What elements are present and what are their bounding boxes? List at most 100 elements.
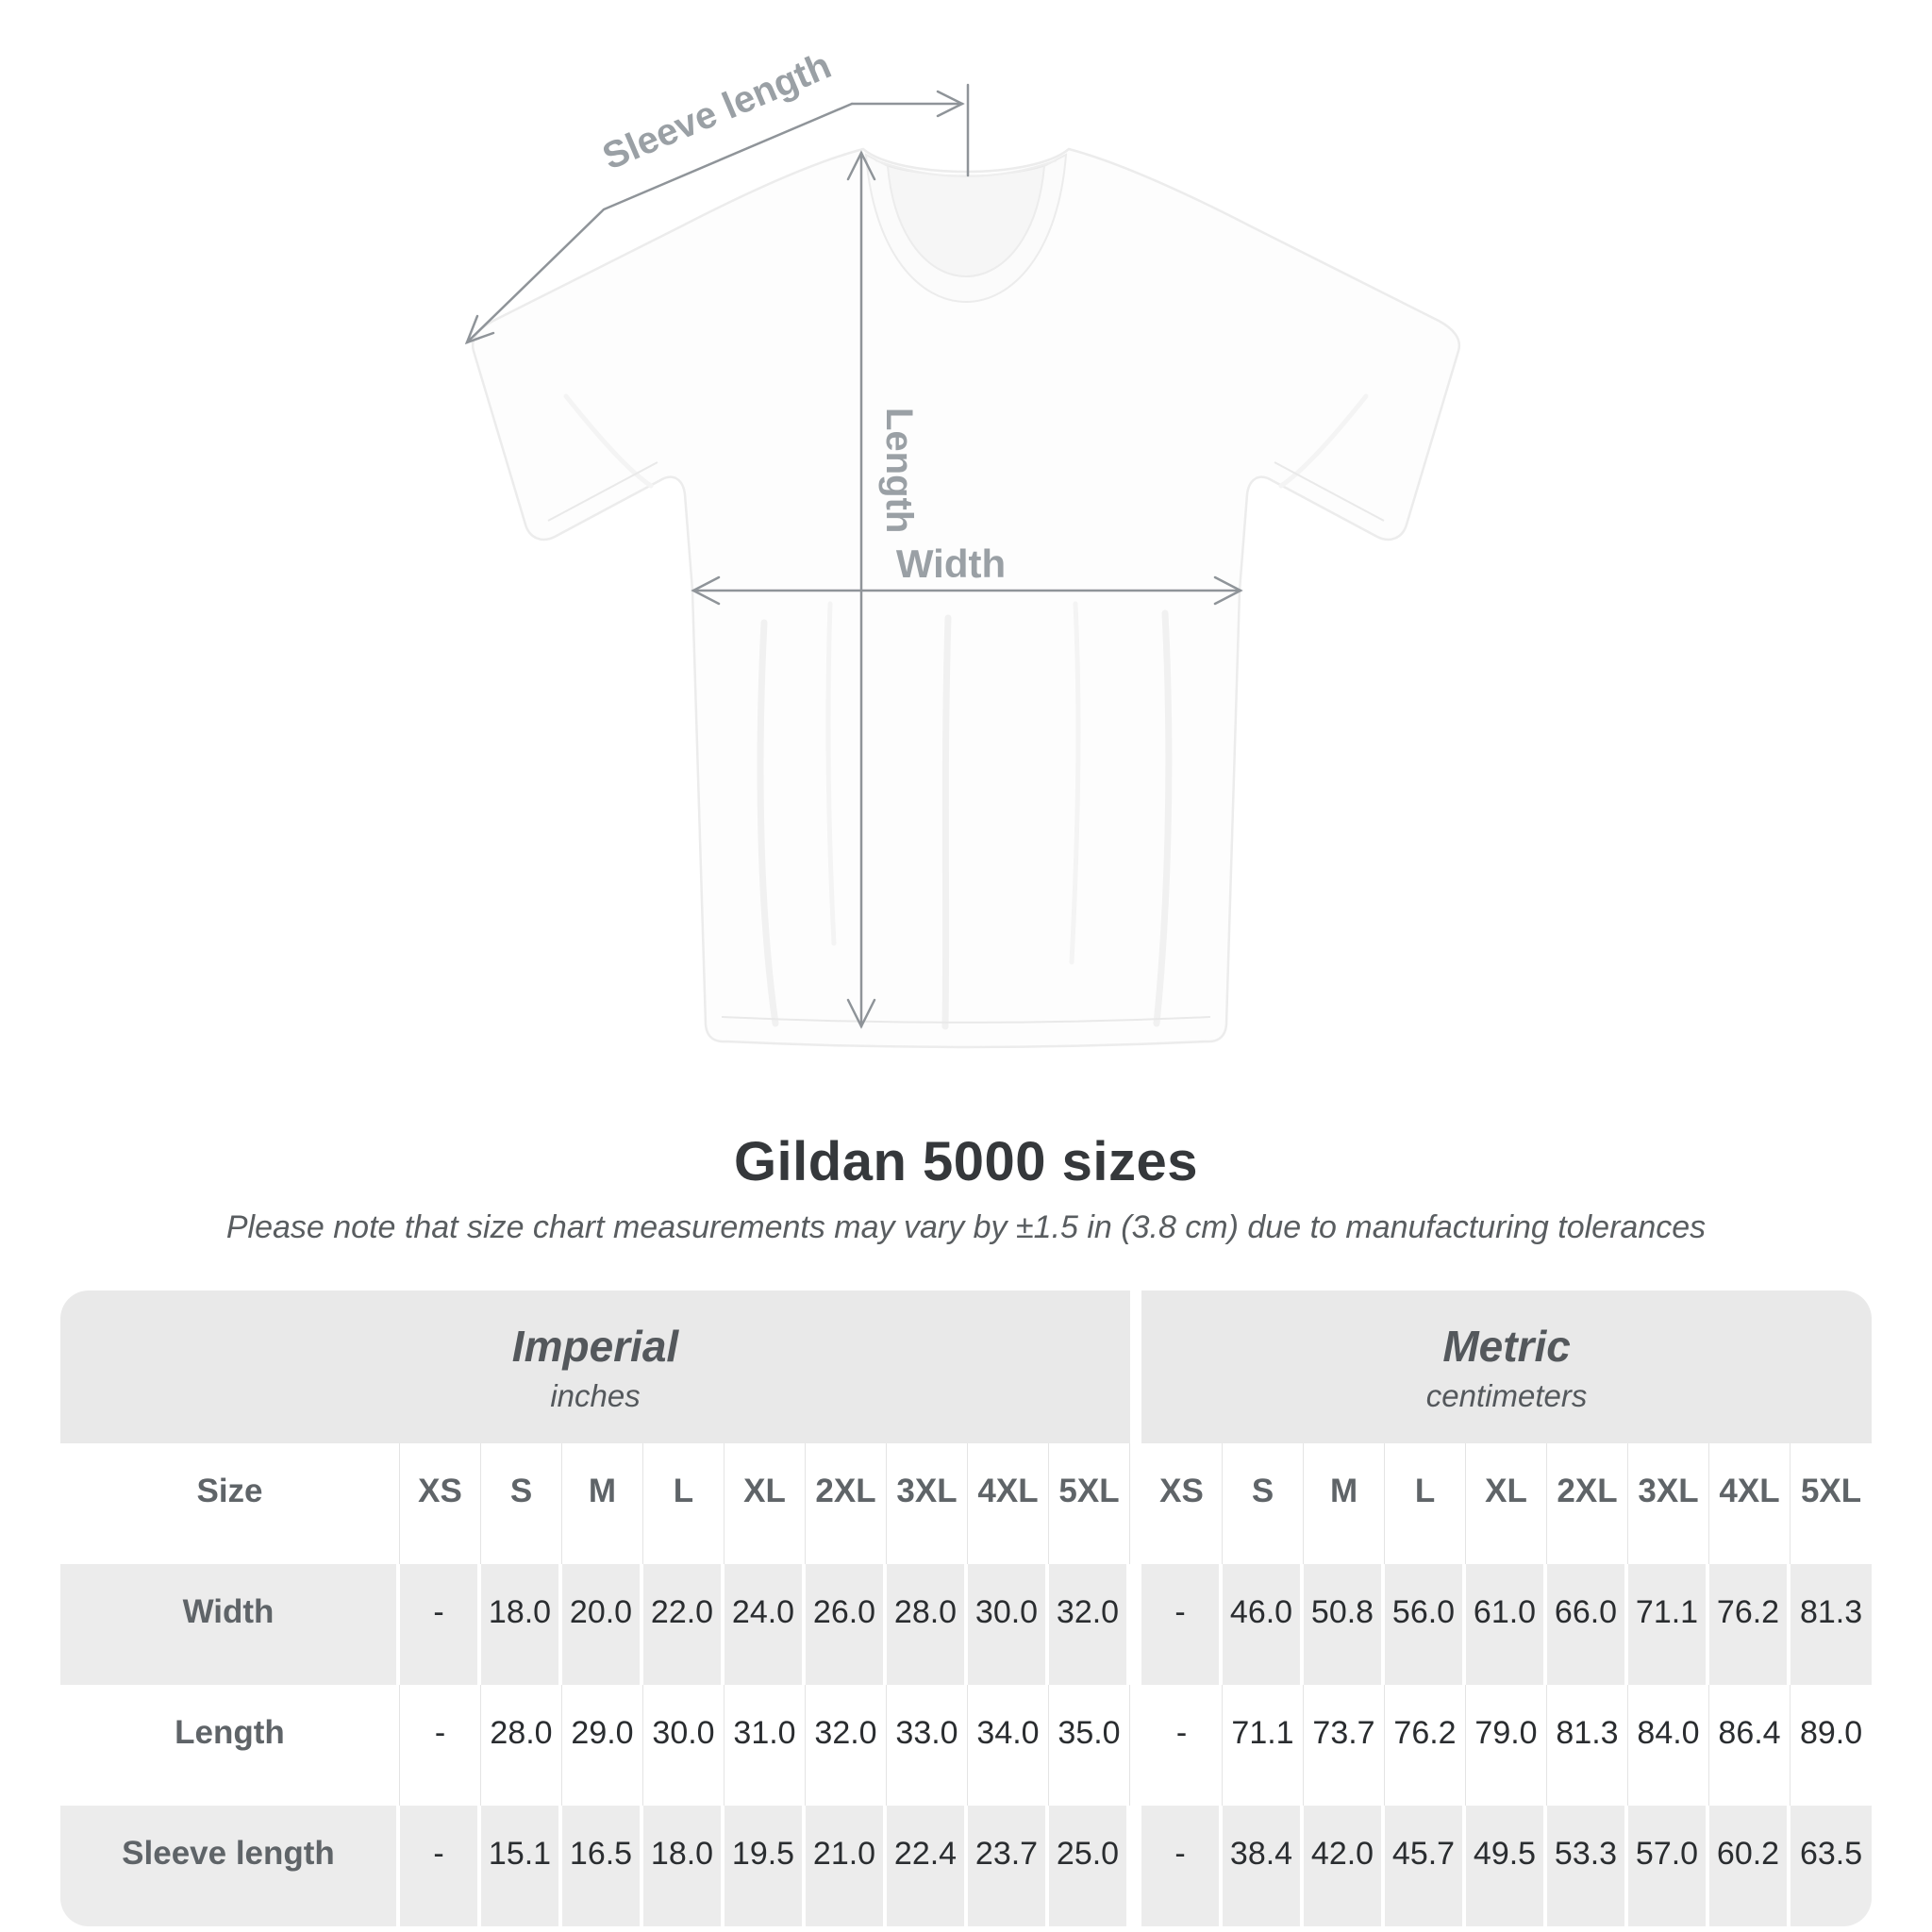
value-metric: 38.4	[1223, 1806, 1305, 1926]
size-header-imperial-XS: XS	[400, 1443, 481, 1564]
measurement-arrows	[464, 83, 1243, 1029]
value-imperial: -	[400, 1806, 481, 1926]
value-imperial: 33.0	[887, 1685, 968, 1806]
stitch-lines	[547, 461, 1385, 1024]
sleeve-arrow-diagonal	[465, 102, 854, 344]
size-header-metric-S: S	[1223, 1443, 1305, 1564]
size-header-metric-5XL: 5XL	[1800, 1473, 1862, 1509]
size-table-body: Imperial inches Metric centimeters Size	[60, 1291, 1872, 1926]
size-header-metric-3XL: 3XL	[1628, 1443, 1710, 1564]
size-header-imperial-XL: XL	[724, 1443, 806, 1564]
section-gap	[1130, 1443, 1142, 1564]
tshirt-illustration	[471, 147, 1461, 1049]
section-gap	[1130, 1291, 1142, 1443]
value-imperial: 20.0	[562, 1564, 643, 1685]
fabric-folds-light	[563, 393, 1369, 965]
value-imperial: 16.5	[562, 1806, 643, 1926]
value-metric: -	[1141, 1806, 1224, 1926]
value-imperial: 21.0	[806, 1806, 887, 1926]
value-imperial: 28.0	[887, 1564, 968, 1685]
collar-band	[864, 153, 1068, 303]
size-chart-table: Imperial inches Metric centimeters Size	[60, 1291, 1872, 1926]
value-metric: 89.0	[1799, 1714, 1863, 1751]
value-metric: 63.5	[1790, 1806, 1872, 1926]
size-header-imperial-2XL: 2XL	[806, 1443, 887, 1564]
imperial-section-header: Imperial inches	[60, 1291, 1131, 1443]
length-arrowhead-top	[846, 150, 876, 181]
value-imperial: 23.7	[968, 1806, 1049, 1926]
value-metric: 84.0	[1628, 1685, 1710, 1806]
value-metric: 79.0	[1466, 1685, 1548, 1806]
section-gap	[1130, 1685, 1142, 1806]
value-imperial: 31.0	[724, 1685, 806, 1806]
length-label: Length	[878, 408, 920, 533]
size-header-metric-2XL: 2XL	[1547, 1443, 1629, 1564]
fabric-folds	[757, 609, 1173, 1030]
size-header-imperial-L: L	[643, 1443, 724, 1564]
imperial-units: inches	[550, 1378, 641, 1414]
tolerance-note: Please note that size chart measurements…	[225, 1209, 1707, 1245]
value-metric: 57.0	[1628, 1806, 1710, 1926]
length-arrowhead-bottom	[846, 998, 876, 1029]
size-header-metric-M: M	[1304, 1443, 1386, 1564]
value-imperial: 35.0	[1049, 1685, 1131, 1806]
value-imperial: 32.0	[806, 1685, 887, 1806]
width-arrowhead-right	[1213, 575, 1243, 606]
size-header-imperial-5XL: 5XL	[1049, 1443, 1131, 1564]
value-imperial: 30.0	[643, 1685, 724, 1806]
value-imperial: 32.0	[1049, 1564, 1131, 1685]
metric-units: centimeters	[1425, 1378, 1588, 1414]
width-arrowhead-left	[691, 575, 721, 606]
metric-title: Metric	[1442, 1321, 1571, 1371]
value-imperial: 30.0	[968, 1564, 1049, 1685]
value-metric: 50.8	[1304, 1564, 1386, 1685]
size-header-imperial-3XL: 3XL	[887, 1443, 968, 1564]
size-header-imperial-S: S	[481, 1443, 562, 1564]
size-header-metric-4XL: 4XL	[1709, 1443, 1791, 1564]
value-imperial: 22.4	[887, 1806, 968, 1926]
value-metric: 46.0	[1223, 1564, 1305, 1685]
value-imperial: 15.1	[481, 1806, 562, 1926]
value-metric: 60.2	[1709, 1806, 1791, 1926]
value-imperial: 22.0	[643, 1564, 724, 1685]
value-imperial: 18.0	[643, 1806, 724, 1926]
table-row-length: Length -28.0 29.0 30.0 31.0 32.0 33.0 34.0 35.0-…	[60, 1685, 1872, 1806]
value-metric: 73.7	[1304, 1685, 1386, 1806]
value-imperial: -	[400, 1564, 481, 1685]
value-metric: 42.0	[1304, 1806, 1386, 1926]
size-header-metric-XL: XL	[1466, 1443, 1548, 1564]
row-label: Length	[60, 1685, 400, 1806]
sleeve-length-label: Sleeve length	[597, 44, 838, 177]
size-header-row: Size XS S M L XL 2XL 3XL 4XL 5XL XS S M L XL 2XL 3XL 4XL…	[60, 1443, 1872, 1564]
unit-section-row: Imperial inches Metric centimeters	[60, 1291, 1872, 1443]
value-imperial: 18.0	[481, 1564, 562, 1685]
size-header-imperial-M: M	[562, 1443, 643, 1564]
value-metric: 53.3	[1547, 1806, 1629, 1926]
value-imperial: 24.0	[724, 1564, 806, 1685]
value-metric: 71.1	[1223, 1685, 1305, 1806]
value-imperial: -	[400, 1685, 481, 1806]
size-header-metric-XS: XS	[1141, 1443, 1224, 1564]
tshirt-measurement-diagram: Sleeve length Length Width	[464, 44, 1461, 1049]
value-metric: 45.7	[1385, 1806, 1467, 1926]
row-label: Sleeve length	[60, 1806, 400, 1926]
value-metric: -	[1141, 1685, 1224, 1806]
value-metric: 56.0	[1385, 1564, 1467, 1685]
value-metric: 81.3	[1790, 1564, 1872, 1685]
imperial-title: Imperial	[511, 1321, 679, 1371]
value-imperial: 29.0	[562, 1685, 643, 1806]
width-label: Width	[896, 541, 1006, 586]
value-metric: -	[1141, 1564, 1224, 1685]
value-metric: 49.5	[1466, 1806, 1548, 1926]
value-metric: 66.0	[1547, 1564, 1629, 1685]
value-metric: 76.2	[1709, 1564, 1791, 1685]
table-row-width: Width -18.0 20.0 22.0 24.0 26.0 28.0 30.0 32.0-4…	[60, 1564, 1872, 1685]
sleeve-arrowhead-right	[936, 90, 965, 118]
section-gap	[1130, 1564, 1142, 1685]
value-imperial: 26.0	[806, 1564, 887, 1685]
value-metric: 86.4	[1709, 1685, 1791, 1806]
row-label: Width	[60, 1564, 400, 1685]
size-header-imperial-4XL: 4XL	[968, 1443, 1049, 1564]
value-metric: 81.3	[1547, 1685, 1629, 1806]
